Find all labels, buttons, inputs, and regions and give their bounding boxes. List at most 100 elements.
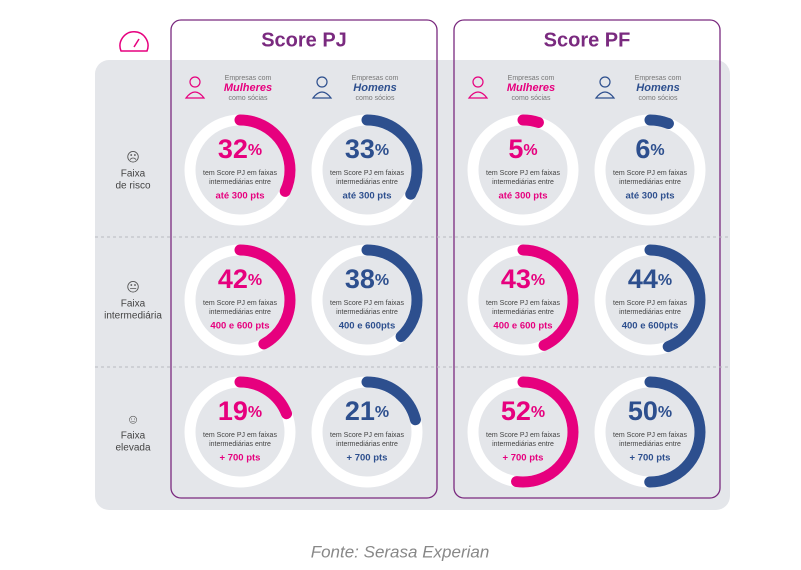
percent-unit: % [248, 404, 262, 421]
column-main: Mulheres [507, 82, 555, 94]
percent: 21% [345, 396, 389, 426]
range: + 700 pts [220, 453, 261, 464]
row-icon: 😐 [126, 279, 140, 294]
range: 400 e 600 pts [493, 321, 552, 332]
percent-value: 21 [345, 396, 375, 426]
percent: 44% [628, 264, 672, 294]
percent-value: 5 [508, 134, 523, 164]
percent: 38% [345, 264, 389, 294]
gauge-icon [119, 31, 149, 52]
percent-value: 6 [635, 134, 650, 164]
percent-value: 19 [218, 396, 248, 426]
column-bottom: como sócias [229, 95, 268, 102]
person-icon [467, 76, 489, 99]
percent-value: 44 [628, 264, 658, 294]
donut-arc [594, 244, 706, 356]
donut-arc [184, 376, 296, 488]
percent-unit: % [650, 142, 664, 159]
percent: 50% [628, 396, 672, 426]
description: tem Score PJ em faixas [203, 432, 277, 439]
column-top: Empresas com [225, 75, 272, 82]
percent-value: 50 [628, 396, 658, 426]
range: 400 e 600pts [339, 321, 396, 332]
description: tem Score PJ em faixas [203, 300, 277, 307]
description: intermediárias entre [336, 309, 398, 316]
percent-unit: % [375, 142, 389, 159]
row-label: elevada [115, 443, 150, 454]
row-label: intermediária [104, 311, 162, 322]
donut-arc [594, 114, 706, 226]
description: intermediárias entre [619, 441, 681, 448]
range: até 300 pts [342, 191, 391, 202]
percent-value: 32 [218, 134, 248, 164]
percent-value: 52 [501, 396, 531, 426]
icon-body [594, 91, 616, 99]
column-top: Empresas com [352, 75, 399, 82]
row-label: Faixa [121, 431, 146, 442]
description: tem Score PJ em faixas [330, 432, 404, 439]
description: tem Score PJ em faixas [330, 300, 404, 307]
percent-unit: % [248, 142, 262, 159]
description: intermediárias entre [619, 179, 681, 186]
donut-arc [311, 376, 423, 488]
description: tem Score PJ em faixas [613, 300, 687, 307]
person-icon [184, 76, 206, 99]
description: intermediárias entre [492, 179, 554, 186]
group-box [170, 19, 438, 499]
column-bottom: como sócios [639, 95, 678, 102]
percent-value: 42 [218, 264, 248, 294]
percent: 19% [218, 396, 262, 426]
source: Fonte: Serasa Experian [311, 542, 490, 561]
range: + 700 pts [503, 453, 544, 464]
range: até 300 pts [625, 191, 674, 202]
range: 400 e 600pts [622, 321, 679, 332]
person-icon [311, 76, 333, 99]
row-label: Faixa [121, 299, 146, 310]
description: intermediárias entre [336, 441, 398, 448]
percent-unit: % [658, 272, 672, 289]
description: tem Score PJ em faixas [613, 432, 687, 439]
donut-arc [467, 376, 579, 488]
percent-value: 33 [345, 134, 375, 164]
description: intermediárias entre [209, 441, 271, 448]
column-main: Homens [353, 82, 396, 94]
row-label: Faixa [121, 169, 146, 180]
icon-body [311, 91, 333, 99]
person-icon [594, 76, 616, 99]
icon-body [467, 91, 489, 99]
description: tem Score PJ em faixas [613, 170, 687, 177]
percent-unit: % [375, 272, 389, 289]
description: intermediárias entre [492, 441, 554, 448]
percent-unit: % [375, 404, 389, 421]
column-top: Empresas com [508, 75, 555, 82]
percent-unit: % [523, 142, 537, 159]
column-bottom: como sócias [512, 95, 551, 102]
description: tem Score PJ em faixas [486, 300, 560, 307]
column-main: Homens [636, 82, 679, 94]
donut-arc [594, 376, 706, 488]
description: intermediárias entre [492, 309, 554, 316]
group-title: Score PF [544, 29, 631, 51]
percent-unit: % [248, 272, 262, 289]
column-bottom: como sócios [356, 95, 395, 102]
icon-head [316, 76, 328, 88]
group-box [453, 19, 721, 499]
description: intermediárias entre [336, 179, 398, 186]
icon-head [472, 76, 484, 88]
percent: 43% [501, 264, 545, 294]
donut-arc [184, 114, 296, 226]
description: tem Score PJ em faixas [486, 432, 560, 439]
donut-arc [311, 244, 423, 356]
donut-arc [184, 244, 296, 356]
icon-head [599, 76, 611, 88]
description: tem Score PJ em faixas [486, 170, 560, 177]
description: intermediárias entre [619, 309, 681, 316]
range: + 700 pts [347, 453, 388, 464]
percent: 6% [635, 134, 664, 164]
donut-arc [311, 114, 423, 226]
range: até 300 pts [498, 191, 547, 202]
description: intermediárias entre [209, 309, 271, 316]
percent: 33% [345, 134, 389, 164]
column-main: Mulheres [224, 82, 272, 94]
